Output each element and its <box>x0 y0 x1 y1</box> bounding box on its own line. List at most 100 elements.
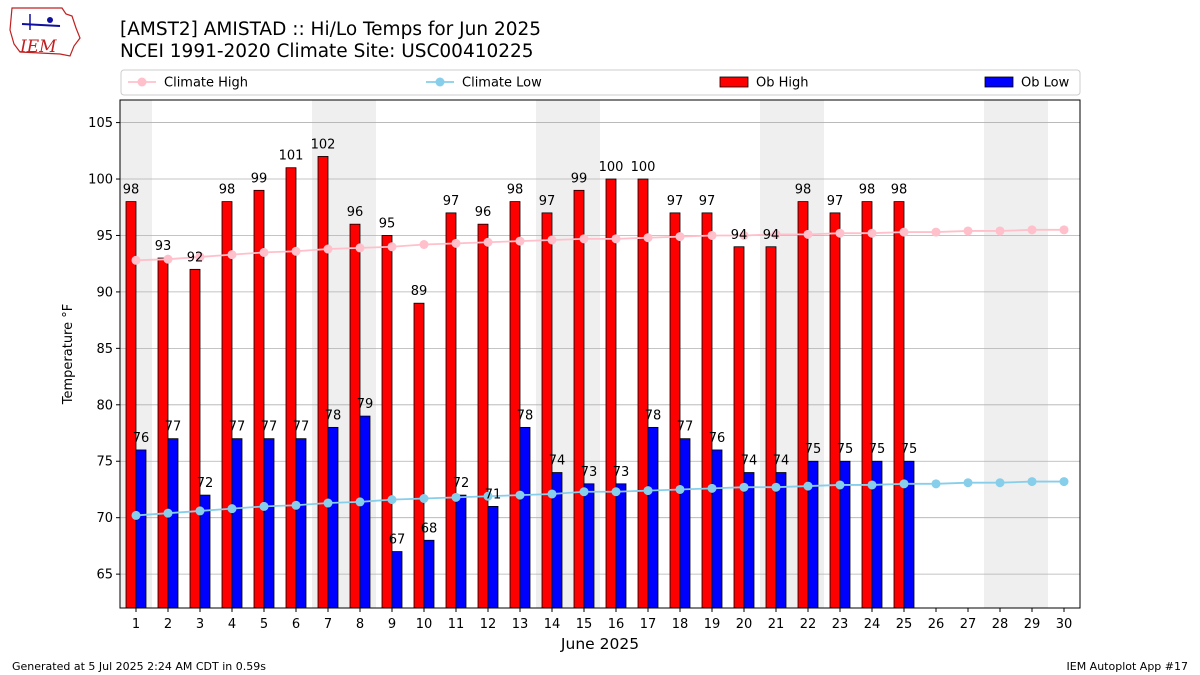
climate-high-point-day-20 <box>739 230 749 240</box>
ob-high-label-day-2: 93 <box>155 239 172 254</box>
climate-low-point-day-24 <box>867 480 877 490</box>
ob-low-bar-day-1 <box>135 449 147 609</box>
plot-frame <box>119 99 1081 609</box>
climate-high-point-day-23 <box>835 228 845 238</box>
ob-low-bar-day-2 <box>167 438 179 609</box>
climate-high-point-day-6 <box>291 246 301 256</box>
logo-text: IEM <box>19 37 57 57</box>
x-tick-label-2: 2 <box>164 617 172 632</box>
ob-low-label-day-19: 76 <box>709 431 726 446</box>
x-tick-label-16: 16 <box>608 617 625 632</box>
y-tick-label-85: 85 <box>96 342 113 357</box>
climate-low-point-day-5 <box>259 501 269 511</box>
x-tick-label-26: 26 <box>928 617 945 632</box>
climate-high-point-day-11 <box>451 238 461 248</box>
x-tick-label-30: 30 <box>1056 617 1073 632</box>
climate-high-legend-marker <box>137 77 147 87</box>
climate-low-legend-marker <box>435 77 445 87</box>
climate-high-point-day-3 <box>195 252 205 262</box>
x-tick-label-13: 13 <box>512 617 529 632</box>
ob-high-label-day-11: 97 <box>443 194 460 209</box>
climate-low-point-day-3 <box>195 506 205 516</box>
x-tick-label-11: 11 <box>448 617 465 632</box>
x-tick-label-10: 10 <box>416 617 433 632</box>
ob-high-label-day-12: 96 <box>475 205 492 220</box>
climate-high-point-day-12 <box>483 237 493 247</box>
climate-low-point-day-13 <box>515 490 525 500</box>
x-tick-label-19: 19 <box>704 617 721 632</box>
ob-high-legend-label: Ob High <box>756 76 809 91</box>
ob-low-bar-day-4 <box>231 438 243 609</box>
climate-low-point-day-1 <box>131 510 141 520</box>
climate-low-point-day-4 <box>227 504 237 514</box>
climate-low-point-day-14 <box>547 489 557 499</box>
chart-subtitle: NCEI 1991-2020 Climate Site: USC00410225 <box>120 41 534 62</box>
x-tick-label-3: 3 <box>196 617 204 632</box>
weather-station-icon <box>21 23 61 27</box>
ob-high-bar-day-21 <box>765 246 777 609</box>
ob-high-bar-day-23 <box>829 212 841 609</box>
ob-high-label-day-15: 99 <box>571 171 588 186</box>
x-tick-label-6: 6 <box>292 617 300 632</box>
climate-low-point-day-9 <box>387 495 397 505</box>
ob-high-label-day-22: 98 <box>795 183 812 198</box>
ob-high-label-day-23: 97 <box>827 194 844 209</box>
ob-low-label-day-11: 72 <box>453 476 470 491</box>
x-tick-label-27: 27 <box>960 617 977 632</box>
climate-high-point-day-30 <box>1059 225 1069 235</box>
climate-low-point-day-23 <box>835 480 845 490</box>
climate-low-point-day-2 <box>163 508 173 518</box>
ob-low-bar-day-12 <box>487 505 499 609</box>
ob-high-bar-day-16 <box>605 178 617 609</box>
ob-low-label-day-16: 73 <box>613 465 630 480</box>
ob-high-label-day-8: 96 <box>347 205 364 220</box>
climate-high-point-day-21 <box>771 229 781 239</box>
climate-high-legend-label: Climate High <box>164 76 248 91</box>
ob-low-label-day-10: 68 <box>421 521 438 536</box>
x-tick-label-22: 22 <box>800 617 817 632</box>
climate-low-point-day-12 <box>483 491 493 501</box>
climate-high-point-day-19 <box>707 230 717 240</box>
climate-high-point-day-22 <box>803 229 813 239</box>
ob-high-label-day-18: 97 <box>667 194 684 209</box>
climate-high-point-day-9 <box>387 242 397 252</box>
climate-high-point-day-16 <box>611 234 621 244</box>
climate-low-legend-label: Climate Low <box>462 76 542 91</box>
climate-low-point-day-21 <box>771 482 781 492</box>
climate-low-point-day-6 <box>291 500 301 510</box>
bars <box>125 156 915 609</box>
ob-high-legend-swatch <box>719 76 749 88</box>
ob-low-bar-day-7 <box>327 426 339 609</box>
climate-low-point-day-28 <box>995 478 1005 488</box>
ob-low-bar-day-5 <box>263 438 275 609</box>
ob-low-label-day-18: 77 <box>677 420 694 435</box>
y-tick-label-90: 90 <box>96 285 113 300</box>
x-tick-label-14: 14 <box>544 617 561 632</box>
climate-low-point-day-20 <box>739 482 749 492</box>
climate-high-point-day-7 <box>323 244 333 254</box>
ob-low-label-day-12: 71 <box>485 487 502 502</box>
footer-app: IEM Autoplot App #17 <box>1067 660 1189 673</box>
ob-high-bar-day-25 <box>893 201 905 609</box>
ob-low-label-day-1: 76 <box>133 431 150 446</box>
ob-high-label-day-1: 98 <box>123 183 140 198</box>
climate-high-point-day-17 <box>643 233 653 243</box>
climate-high-point-day-5 <box>259 247 269 257</box>
ob-high-bar-day-18 <box>669 212 681 609</box>
climate-lines <box>131 225 1069 520</box>
ob-high-label-day-25: 98 <box>891 183 908 198</box>
x-tick-label-5: 5 <box>260 617 268 632</box>
x-tick-label-20: 20 <box>736 617 753 632</box>
climate-low-line <box>135 480 1064 517</box>
y-tick-label-70: 70 <box>96 511 113 526</box>
ob-low-label-day-6: 77 <box>293 420 310 435</box>
ob-low-bar-day-10 <box>423 539 435 609</box>
ob-low-label-day-2: 77 <box>165 420 182 435</box>
ob-high-bar-day-3 <box>189 268 201 609</box>
ob-low-legend-swatch <box>984 76 1014 88</box>
x-tick-label-17: 17 <box>640 617 657 632</box>
x-axis-label: June 2025 <box>560 635 639 653</box>
iowa-outline-icon <box>9 7 81 57</box>
climate-high-point-day-26 <box>931 227 941 237</box>
